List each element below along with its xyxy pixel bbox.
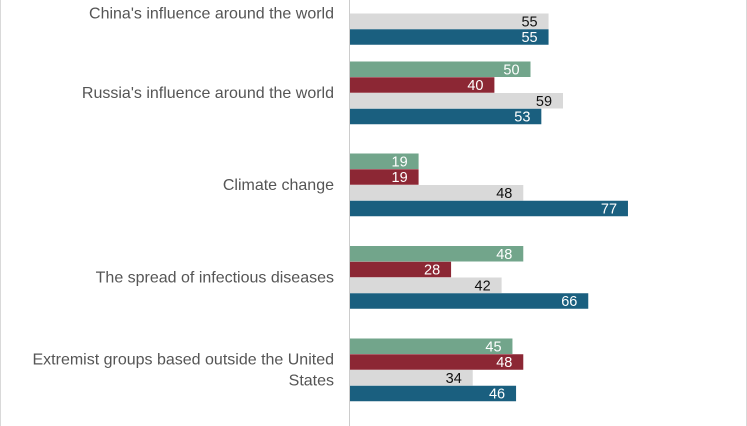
bar xyxy=(350,354,524,370)
bar-value-label: 19 xyxy=(392,170,408,186)
bar xyxy=(350,93,563,109)
category-label-line: Climate change xyxy=(223,177,334,194)
bar xyxy=(350,13,549,29)
bar xyxy=(350,185,524,201)
bar xyxy=(350,338,513,354)
bar-value-label: 53 xyxy=(514,110,530,126)
bar xyxy=(350,370,473,386)
bar-value-label: 50 xyxy=(503,62,519,78)
bar-value-label: 40 xyxy=(467,78,483,94)
bar-value-label: 48 xyxy=(496,355,512,371)
bar-value-label: 55 xyxy=(521,30,537,46)
bar-value-label: 55 xyxy=(521,14,537,30)
bar-value-label: 19 xyxy=(392,154,408,170)
bar xyxy=(350,261,452,278)
category-label: The spread of infectious diseases xyxy=(96,270,334,287)
category-label-line: The spread of infectious diseases xyxy=(96,270,334,287)
bar-value-label: 48 xyxy=(496,186,512,202)
bar-value-label: 45 xyxy=(485,339,501,355)
bar-value-label: 66 xyxy=(561,294,577,310)
category-label-line: Russia's influence around the world xyxy=(82,85,334,102)
bar xyxy=(350,200,628,217)
bar-value-label: 77 xyxy=(601,202,617,218)
bar xyxy=(350,153,419,169)
bar-value-label: 34 xyxy=(446,371,462,387)
category-label: Extremist groups based outside the Unite… xyxy=(33,352,335,390)
bar xyxy=(350,293,589,309)
category-label: Climate change xyxy=(223,177,334,194)
bar xyxy=(350,385,517,402)
bar-value-label: 28 xyxy=(424,263,440,279)
category-label: Russia's influence around the world xyxy=(82,85,334,102)
bar xyxy=(350,108,542,125)
category-label-line: Extremist groups based outside the Unite… xyxy=(33,352,335,369)
bar-value-label: 42 xyxy=(475,278,491,294)
category-label-line: States xyxy=(289,373,334,390)
bar-value-label: 46 xyxy=(489,387,505,403)
category-label-line: China's influence around the world xyxy=(89,6,334,23)
bar xyxy=(350,77,495,93)
bar xyxy=(350,246,524,262)
bar xyxy=(350,29,549,45)
bar-value-label: 59 xyxy=(536,94,552,110)
bar xyxy=(350,277,502,293)
category-label: China's influence around the world xyxy=(89,6,334,23)
bar xyxy=(350,169,419,185)
bar-value-label: 48 xyxy=(496,247,512,263)
bar xyxy=(350,61,531,77)
